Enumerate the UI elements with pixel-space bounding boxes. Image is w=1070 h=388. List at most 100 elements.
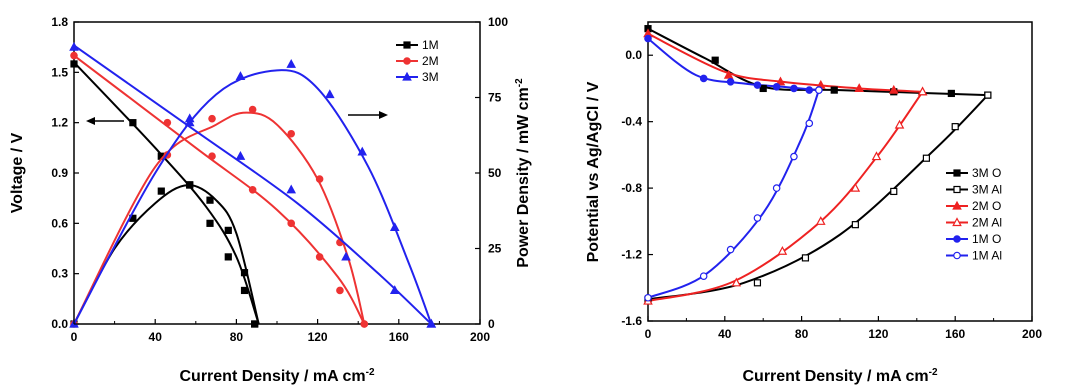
voltage-point-2m <box>163 118 172 127</box>
x-tick-label: 40 <box>149 330 163 344</box>
potential-point-1m-al <box>815 86 823 94</box>
x-tick-label: 80 <box>795 327 809 341</box>
potential-point-1m-o <box>790 84 798 93</box>
y-left-tick-label: 0.9 <box>51 166 68 180</box>
potential-point-1m-al <box>753 214 762 222</box>
y-left-tick-label: 0.3 <box>51 267 68 281</box>
legend-marker-2m <box>403 57 411 65</box>
potential-point-3m-o <box>759 84 767 93</box>
y-right-tick-label: 0 <box>488 317 495 331</box>
potential-point-2m-o <box>775 76 786 86</box>
voltage-point-1m <box>70 60 78 68</box>
power-point-3m <box>389 222 400 231</box>
x-tick-label: 0 <box>71 330 78 344</box>
potential-point-1m-o <box>753 81 762 89</box>
power-point-2m <box>248 105 257 114</box>
potential-point-3m-al <box>890 187 898 196</box>
y-tick-label: 0.0 <box>625 48 642 62</box>
voltage-point-2m <box>287 219 296 228</box>
power-point-2m <box>208 114 216 123</box>
legend-marker-1m-al <box>953 251 961 260</box>
voltage-point-3m <box>286 184 297 194</box>
potential-point-1m-al <box>805 119 814 128</box>
legend-label-3m-o: 3M O <box>972 166 1001 180</box>
potential-point-1m-o <box>772 82 781 91</box>
potential-line-1m-al <box>647 89 820 299</box>
voltage-line-1m <box>73 61 260 325</box>
legend-marker-1m-o <box>953 235 961 243</box>
legend-marker-3m-al <box>953 185 961 194</box>
potential-point-2m-al <box>894 119 905 129</box>
y-tick-label: -0.8 <box>621 181 642 195</box>
right-x-axis-label: Current Density / mA cm-2 <box>742 367 937 385</box>
power-point-3m <box>357 146 368 156</box>
x-tick-label: 0 <box>645 327 652 341</box>
right-legend: 3M O 3M Al 2M O 2M Al 1M O 1M Al <box>946 166 1002 263</box>
potential-point-1m-o <box>644 34 652 43</box>
left-chart: 0 40 80 120 160 200 0.0 0.3 0.6 0.9 1.2 1.5 1.8 0 25 50… <box>9 15 532 385</box>
power-point-1m <box>240 269 249 277</box>
y-right-tick-label: 100 <box>488 15 508 29</box>
left-y2-axis-label: Power Density / mW cm-2 <box>514 78 532 268</box>
power-point-2m <box>360 320 369 328</box>
voltage-line-2m <box>73 54 366 325</box>
legend-marker-2m-o <box>952 200 962 210</box>
potential-point-2m-o <box>888 84 899 94</box>
voltage-point-3m <box>69 41 79 51</box>
right-arrow-annotation <box>348 111 388 119</box>
y-right-tick-label: 50 <box>488 166 502 180</box>
y-left-tick-label: 0.0 <box>51 317 68 331</box>
x-tick-label: 160 <box>945 327 965 341</box>
legend-marker-1m <box>403 41 411 49</box>
power-point-3m <box>184 113 195 123</box>
y-left-tick-label: 1.5 <box>51 65 68 79</box>
x-tick-label: 200 <box>470 330 490 344</box>
right-y-axis-label: Potential vs Ag/AgCl / V <box>585 81 602 262</box>
y-right-tick-label: 25 <box>488 242 502 256</box>
potential-point-3m-al <box>753 279 762 287</box>
legend-label-1m-al: 1M Al <box>972 249 1002 263</box>
legend-label-3m-al: 3M Al <box>972 183 1002 197</box>
potential-point-3m-o <box>711 56 719 64</box>
potential-point-3m-al <box>851 221 859 229</box>
x-tick-label: 40 <box>718 327 732 341</box>
legend-label-2m: 2M <box>422 54 439 68</box>
potential-line-3m-o <box>647 27 988 97</box>
legend-label-3m: 3M <box>422 70 439 84</box>
x-tick-label: 160 <box>389 330 409 344</box>
x-tick-label: 120 <box>308 330 328 344</box>
voltage-point-1m <box>240 286 249 295</box>
power-point-2m <box>315 175 324 183</box>
potential-point-3m-o <box>830 86 838 94</box>
potential-line-3m-al <box>647 94 989 301</box>
potential-point-2m-al <box>815 216 826 225</box>
potential-point-1m-al <box>726 245 735 254</box>
left-arrow-annotation <box>86 117 124 125</box>
voltage-point-1m <box>206 219 214 227</box>
potential-point-2m-al <box>850 182 861 192</box>
potential-point-3m-o <box>947 89 955 98</box>
legend-label-1m-o: 1M O <box>972 232 1001 246</box>
y-tick-label: -1.2 <box>621 248 642 262</box>
power-point-1m <box>186 181 194 189</box>
potential-point-2m-al <box>871 151 882 161</box>
voltage-point-3m <box>341 251 351 261</box>
voltage-point-2m <box>70 51 78 60</box>
voltage-point-3m <box>389 285 400 295</box>
potential-point-1m-al <box>699 272 708 280</box>
potential-point-2m-al <box>731 277 742 287</box>
power-point-3m <box>324 89 335 99</box>
potential-point-1m-o <box>699 74 708 83</box>
legend-marker-3m-o <box>953 169 961 177</box>
potential-point-1m-al <box>644 293 652 302</box>
x-tick-label: 120 <box>868 327 888 341</box>
y-tick-label: -1.6 <box>621 314 642 328</box>
legend-marker-2m-al <box>952 217 962 227</box>
right-chart: 0 40 80 120 160 200 -1.6 -1.2 -0.8 -0.4 0.0 Curren… <box>585 21 1042 385</box>
power-point-3m <box>286 59 297 68</box>
left-x-axis-label: Current Density / mA cm-2 <box>179 367 374 385</box>
voltage-point-3m <box>235 150 246 160</box>
power-point-1m <box>224 226 232 234</box>
potential-line-2m-o <box>647 32 923 93</box>
